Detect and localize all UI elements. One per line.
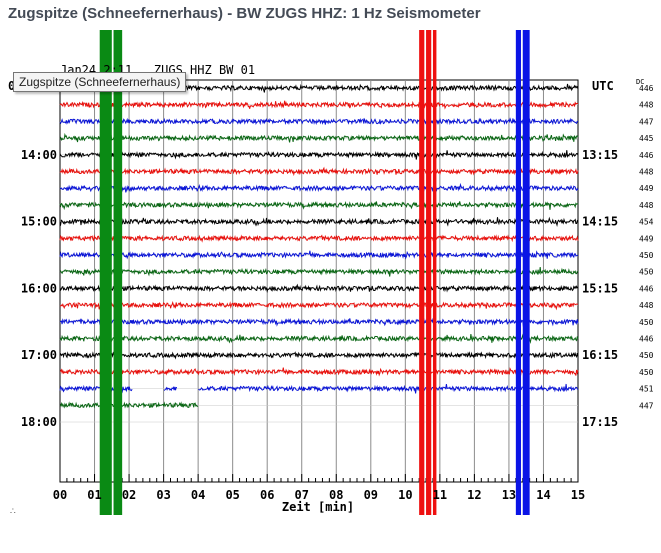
dc-value: 446 [639, 151, 654, 160]
red-event-band [426, 30, 432, 515]
x-tick-label: 09 [364, 488, 378, 502]
x-tick-label: 11 [433, 488, 447, 502]
dc-value: 450 [639, 351, 654, 360]
right-utc-label: 16:15 [582, 348, 618, 362]
dc-value: 447 [639, 117, 654, 126]
trace-row-4 [59, 150, 579, 160]
trace-row-1 [59, 100, 579, 110]
trace-row-3 [59, 132, 579, 143]
x-tick-label: 12 [467, 488, 481, 502]
right-utc-label: 17:15 [582, 415, 618, 429]
page-title: Zugspitze (Schneefernerhaus) - BW ZUGS H… [8, 5, 481, 22]
dc-value: 454 [639, 218, 654, 227]
x-tick-label: 01 [87, 488, 101, 502]
dc-label: DC [636, 78, 645, 86]
left-time-label: 17:00 [21, 348, 57, 362]
x-tick-label: 05 [225, 488, 239, 502]
trace-row-14 [59, 317, 579, 327]
trace-row-2 [59, 117, 579, 126]
trace-row-5 [59, 166, 579, 177]
x-tick-label: 13 [502, 488, 516, 502]
trace-row-13 [59, 299, 579, 311]
trace-row-7 [59, 200, 579, 211]
trace-row-9 [59, 234, 579, 243]
green-event-band [118, 30, 123, 515]
dc-value: 445 [639, 134, 654, 143]
red-event-band [432, 30, 437, 515]
corner-glyph: ∴ [10, 506, 16, 516]
x-tick-label: 02 [122, 488, 136, 502]
blue-event-band [515, 30, 522, 515]
dc-value: 446 [639, 284, 654, 293]
x-tick-label: 03 [156, 488, 170, 502]
x-tick-label: 14 [536, 488, 550, 502]
dc-value: 450 [639, 268, 654, 277]
green-event-band [113, 30, 121, 515]
dc-value: 448 [639, 201, 654, 210]
dc-value: 450 [639, 318, 654, 327]
trace-row-8 [59, 216, 579, 228]
dc-value: 446 [639, 335, 654, 344]
right-utc-label: 15:15 [582, 281, 618, 295]
red-event-band [419, 30, 425, 515]
trace-row-6 [59, 182, 579, 193]
left-time-label: 14:00 [21, 148, 57, 162]
green-event-band [104, 30, 111, 515]
x-axis-label: Zeit [min] [282, 500, 354, 514]
dc-value: 447 [639, 401, 654, 410]
trace-row-11 [59, 267, 579, 277]
plot-frame [59, 79, 579, 483]
dc-value: 448 [639, 168, 654, 177]
dc-value: 448 [639, 301, 654, 310]
station-tooltip: Zugspitze (Schneefernerhaus) [13, 72, 187, 92]
trace-row-10 [59, 250, 578, 260]
right-utc-label: 14:15 [582, 215, 618, 229]
dc-value: 451 [639, 385, 654, 394]
left-time-label: 15:00 [21, 215, 57, 229]
left-time-label: 18:00 [21, 415, 57, 429]
left-mark: 0 [8, 79, 16, 93]
trace-row-19 [59, 401, 199, 409]
x-tick-label: 15 [571, 488, 585, 502]
x-tick-label: 04 [191, 488, 205, 502]
blue-event-band [522, 30, 530, 515]
dc-value: 450 [639, 368, 654, 377]
dc-value: 449 [639, 234, 654, 243]
right-utc-label: 13:15 [582, 148, 618, 162]
trace-row-15 [59, 333, 579, 344]
trace-row-16 [59, 351, 579, 360]
x-tick-label: 10 [398, 488, 412, 502]
dc-value: 446 [639, 84, 654, 93]
x-tick-label: 08 [329, 488, 343, 502]
dc-value: 448 [639, 101, 654, 110]
x-tick-label: 00 [53, 488, 67, 502]
x-tick-label: 06 [260, 488, 274, 502]
dc-value: 449 [639, 184, 654, 193]
x-tick-label: 07 [295, 488, 309, 502]
trace-row-12 [59, 283, 579, 294]
dc-value: 450 [639, 251, 654, 260]
left-time-label: 16:00 [21, 281, 57, 295]
trace-row-17 [60, 367, 579, 377]
utc-label: UTC [592, 79, 614, 93]
